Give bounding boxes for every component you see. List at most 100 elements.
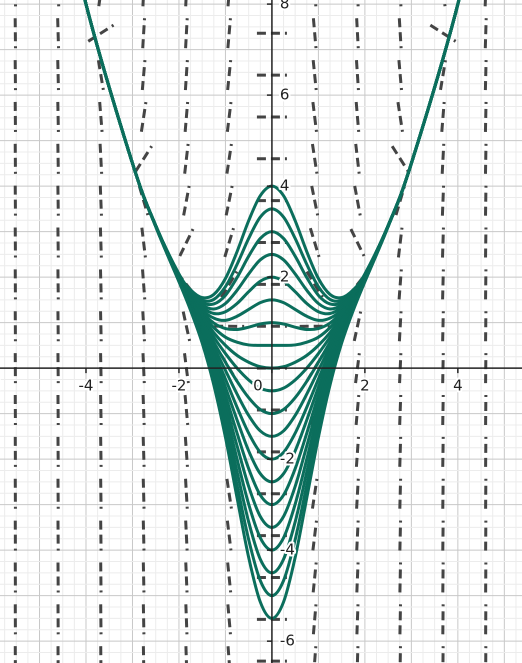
x-tick-label: -6 xyxy=(0,377,1,395)
slope-segment xyxy=(355,646,360,663)
slope-segment xyxy=(225,101,233,133)
slope-segment xyxy=(98,227,103,258)
slope-segment xyxy=(56,101,60,132)
slope-segment xyxy=(184,604,189,635)
slope-segment xyxy=(396,227,404,258)
y-tick-label: 2 xyxy=(280,268,290,286)
slope-segment xyxy=(183,436,189,467)
slope-segment xyxy=(483,0,487,7)
slope-segment xyxy=(398,520,403,551)
slope-segment xyxy=(182,185,191,216)
slope-segment xyxy=(134,145,153,173)
y-tick-label: -4 xyxy=(280,541,295,559)
slope-segment xyxy=(226,18,232,49)
slope-segment xyxy=(390,145,410,173)
slope-segment xyxy=(56,18,61,49)
slope-segment xyxy=(184,520,189,551)
slope-segment xyxy=(483,101,488,132)
slope-segment xyxy=(56,60,60,91)
slope-segment xyxy=(140,60,147,91)
slope-segment xyxy=(223,227,235,258)
slope-segment xyxy=(225,478,233,509)
slope-segment xyxy=(483,18,488,49)
slope-segment xyxy=(441,394,445,426)
slope-segment xyxy=(398,436,403,467)
slope-segment xyxy=(99,394,103,426)
slope-segment xyxy=(183,394,190,426)
slope-segment xyxy=(311,562,318,593)
slope-segment xyxy=(141,311,146,342)
slope-segment xyxy=(440,143,446,174)
slope-segment xyxy=(397,311,403,342)
slope-segment xyxy=(184,0,188,7)
slope-segment xyxy=(398,394,403,426)
slope-segment xyxy=(224,185,234,216)
slope-segment xyxy=(184,478,189,509)
slope-segment xyxy=(429,23,457,43)
slope-segment xyxy=(441,269,445,300)
slope-segment xyxy=(354,143,361,174)
slope-segment xyxy=(349,228,366,257)
slope-segment xyxy=(394,185,406,216)
slope-segment xyxy=(311,604,318,635)
slope-segment xyxy=(141,0,145,7)
slope-segment xyxy=(440,185,446,216)
slope-segment xyxy=(308,227,321,258)
y-tick-label: 4 xyxy=(280,177,290,195)
slope-segment xyxy=(441,227,445,258)
slope-segment xyxy=(141,478,146,509)
slope-segment xyxy=(98,143,104,174)
slope-segment xyxy=(354,436,360,467)
slope-segment xyxy=(355,18,360,49)
slope-segment xyxy=(355,520,360,551)
slope-segment xyxy=(483,60,488,91)
slope-segment xyxy=(311,101,318,133)
slope-segment xyxy=(184,562,189,593)
slope-segment xyxy=(141,562,146,593)
solution-curves xyxy=(83,0,461,620)
slope-segment xyxy=(226,646,231,663)
y-tick-label: 8 xyxy=(280,0,290,13)
slope-segment xyxy=(396,101,404,133)
slope-segment xyxy=(141,18,147,49)
slope-segment xyxy=(441,311,445,342)
slope-segment xyxy=(397,269,403,300)
x-tick-label: -2 xyxy=(171,377,186,395)
slope-segment xyxy=(226,60,233,91)
slope-segment xyxy=(141,646,146,663)
slope-segment xyxy=(226,604,232,635)
y-tick-label: -6 xyxy=(280,632,295,650)
x-tick-label: 0 xyxy=(253,377,263,395)
slope-segment xyxy=(398,646,402,663)
slope-segment xyxy=(355,604,360,635)
slope-segment xyxy=(398,478,403,509)
x-tick-label: -4 xyxy=(79,377,94,395)
slope-segment xyxy=(184,646,188,663)
slope-segment xyxy=(141,520,146,551)
slope-segment xyxy=(183,101,190,133)
slope-segment xyxy=(139,101,148,133)
slope-segment xyxy=(141,269,147,300)
slope-segment xyxy=(178,228,195,257)
slope-segment xyxy=(354,394,361,426)
slope-segment xyxy=(98,269,103,300)
slope-segment xyxy=(397,18,403,49)
slope-segment xyxy=(310,143,319,174)
slope-segment xyxy=(313,646,318,663)
slope-segment xyxy=(226,562,233,593)
slope-segment xyxy=(141,604,146,635)
slope-segment xyxy=(311,60,318,91)
slope-segment xyxy=(439,60,447,91)
slope-segment xyxy=(355,478,360,509)
slope-segment xyxy=(225,143,233,174)
slope-segment xyxy=(311,520,318,551)
slope-segment xyxy=(355,562,360,593)
x-tick-label: 4 xyxy=(453,377,463,395)
slope-segment xyxy=(398,604,402,635)
slope-segment xyxy=(354,101,361,133)
slope-segment xyxy=(183,60,189,91)
slope-segment xyxy=(97,0,102,7)
